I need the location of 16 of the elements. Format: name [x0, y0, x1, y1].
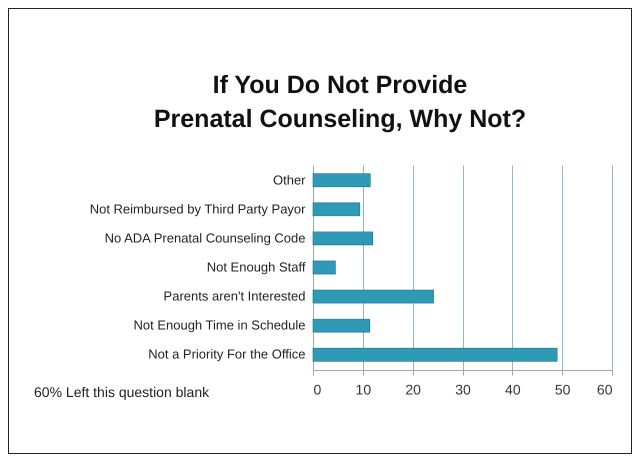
x-tick-label: 10: [356, 382, 372, 398]
y-tick-label: Not Enough Staff: [206, 260, 306, 274]
x-tick-label: 50: [554, 382, 571, 398]
y-tick-label: Not a Priority For the Office: [148, 346, 306, 362]
y-tick-label: No ADA Prenatal Counseling Code: [104, 230, 306, 246]
x-tick-label: 30: [455, 382, 471, 398]
y-tick-label: Not Reimbursed by Third Party Payor: [90, 201, 306, 216]
y-tick-label: Other: [272, 172, 306, 188]
y-tick-label: Parents aren't Interested: [164, 288, 306, 304]
text: 60% Left this question blank: [34, 384, 210, 400]
x-tick-label: 60: [596, 382, 613, 398]
x-tick-label: 0: [314, 382, 322, 398]
y-tick-label: Not Enough Time in Schedule: [134, 318, 306, 333]
x-tick-label: 40: [505, 382, 521, 398]
x-tick-label: 20: [405, 382, 422, 398]
chart-title: If You Do Not Provide Prenatal Counseling, Why Not?: [152, 70, 528, 135]
